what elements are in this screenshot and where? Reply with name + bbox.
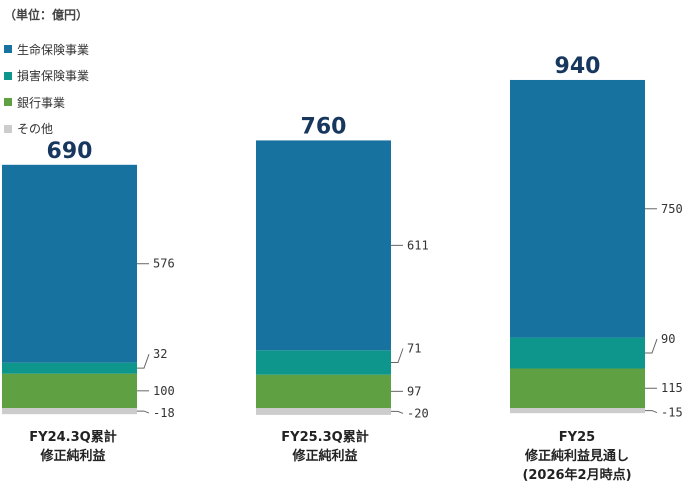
legend-item-bank: 銀行事業 [4,89,89,116]
legend-swatch-nonlife [4,71,12,80]
leader-line [137,353,150,369]
unit-label: （単位：億円） [4,8,89,22]
segment-value-label: -18 [153,406,175,420]
segment-value-label: 100 [153,384,175,398]
bar-segment-bank [2,373,137,408]
legend-label-bank: 銀行事業 [17,95,66,110]
legend-swatch-other [4,124,12,133]
bar-segment-life [510,79,645,338]
bar-total-label: 940 [555,54,601,79]
bar-segment-life [256,140,391,351]
leader-line [645,338,658,354]
leader-line [391,348,404,363]
segment-value-label: 611 [407,238,429,252]
segment-value-label: 576 [153,257,175,271]
category-label-line: (2026年2月時点) [522,468,632,483]
legend: 生命保険事業 損害保険事業 銀行事業 その他 [4,36,89,142]
segment-value-label: 750 [661,202,683,216]
bar-segment-other [510,408,645,414]
leader-line [391,410,404,414]
category-label-line: FY24.3Q累計 [29,430,117,445]
legend-item-other: その他 [4,116,89,143]
bar-segment-nonlife [256,350,391,375]
legend-label-other: その他 [17,122,54,137]
bar-segment-life [2,164,137,363]
segment-value-label: 32 [153,347,167,361]
bar-total-label: 690 [47,139,93,164]
bar-segment-other [256,408,391,415]
legend-item-nonlife: 損害保険事業 [4,63,89,90]
bar-segment-bank [510,368,645,408]
category-label-fy25-3q: FY25.3Q累計 修正純利益 [225,428,425,466]
segment-value-label: 71 [407,341,421,355]
category-label-fy24-3q: FY24.3Q累計 修正純利益 [0,428,173,466]
category-label-line: 修正純利益 [40,449,106,464]
category-label-line: 修正純利益 [292,449,358,464]
bar-segment-other [2,408,137,415]
category-label-line: FY25.3Q累計 [281,430,369,445]
segment-value-label: 97 [407,384,421,398]
segment-value-label: 115 [661,381,683,395]
bar-segment-bank [256,374,391,408]
bar-total-label: 760 [301,114,347,139]
leader-line [137,410,150,414]
leader-line [645,410,658,414]
segment-value-label: -15 [661,406,683,420]
legend-swatch-life [4,45,12,54]
legend-item-life: 生命保険事業 [4,36,89,63]
legend-swatch-bank [4,98,12,107]
category-label-line: FY25 [558,430,596,445]
bar-segment-nonlife [2,362,137,374]
legend-label-life: 生命保険事業 [17,42,90,57]
segment-value-label: -20 [407,406,429,420]
bar-segment-nonlife [510,337,645,369]
segment-value-label: 90 [661,332,675,346]
category-label-fy25-forecast: FY25 修正純利益見通し (2026年2月時点) [477,428,677,485]
category-label-line: 修正純利益見通し [524,449,629,464]
legend-label-nonlife: 損害保険事業 [17,69,90,84]
